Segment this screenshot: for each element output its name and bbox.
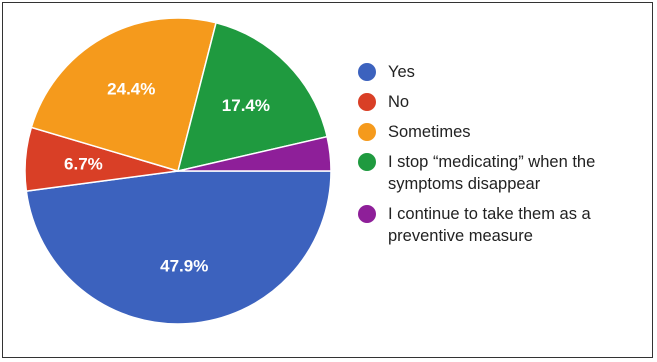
legend-item-no: No (358, 91, 653, 113)
legend-item-stop-medicating: I stop “medicating” when the symptoms di… (358, 151, 653, 195)
pie-slice-sometimes (30, 17, 217, 172)
pie-chart: 47.9% 6.7% 24.4% 17.4% (24, 17, 332, 325)
legend-swatch-yes (358, 63, 376, 81)
pie-slice-stop-medicating (176, 21, 329, 173)
legend-item-yes: Yes (358, 61, 653, 83)
legend-swatch-no (358, 93, 376, 111)
pie-slice-continue-preventive (177, 135, 332, 172)
legend-label-stop-medicating: I stop “medicating” when the symptoms di… (388, 153, 596, 193)
legend-label-continue-preventive: I continue to take them as a preventive … (388, 205, 591, 245)
chart-frame: 47.9% 6.7% 24.4% 17.4% Yes No Sometimes I s… (2, 2, 653, 358)
legend-label-yes: Yes (388, 63, 415, 81)
legend-swatch-stop-medicating (358, 153, 376, 171)
legend-label-no: No (388, 93, 410, 111)
slice-label-no: 6.7% (64, 155, 103, 174)
legend-swatch-continue-preventive (358, 205, 376, 223)
slice-label-sometimes: 24.4% (107, 79, 155, 98)
slice-label-stop-medicating: 17.4% (222, 96, 270, 115)
legend-label-sometimes: Sometimes (388, 123, 471, 141)
legend: Yes No Sometimes I stop “medicating” whe… (358, 61, 653, 255)
pie-slice-yes (25, 170, 332, 325)
legend-item-continue-preventive: I continue to take them as a preventive … (358, 203, 653, 247)
slice-label-yes: 47.9% (160, 257, 208, 276)
legend-item-sometimes: Sometimes (358, 121, 653, 143)
legend-swatch-sometimes (358, 123, 376, 141)
